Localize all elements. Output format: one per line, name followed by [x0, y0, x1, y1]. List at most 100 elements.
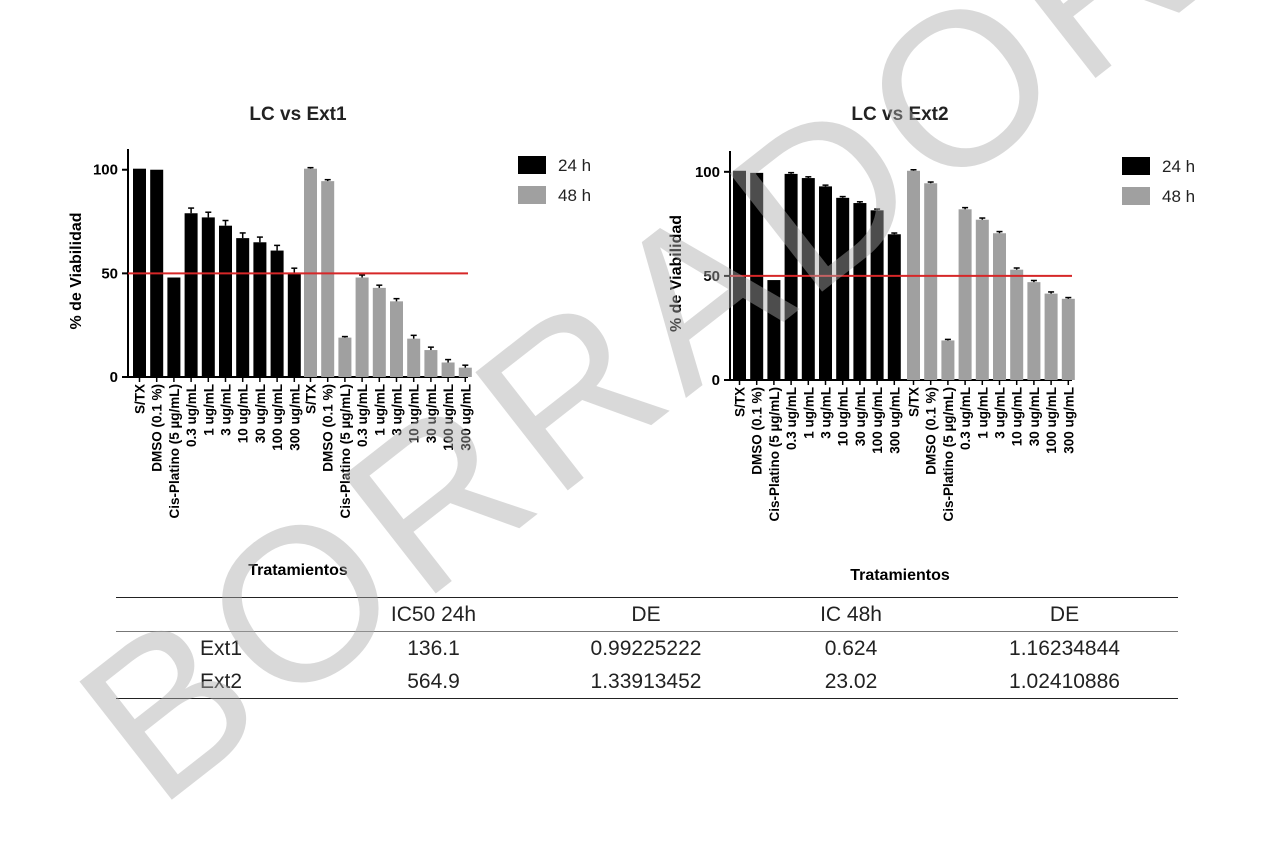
x-tick-label: DMSO (0.1 %) [750, 387, 765, 475]
bar [870, 210, 884, 380]
x-tick-label: 30 ug/mL [424, 384, 439, 443]
x-tick-label: 30 ug/mL [853, 387, 868, 446]
y-tick-label: 0 [712, 372, 720, 389]
bar [287, 273, 301, 377]
y-tick-label: 50 [101, 265, 118, 282]
y-tick-label: 0 [110, 369, 118, 386]
bar [355, 277, 369, 377]
bar [767, 280, 781, 380]
table-header-cell: IC 48h [751, 597, 951, 632]
table-cell: 0.624 [824, 636, 878, 660]
x-tick-label: S/TX [907, 387, 922, 417]
x-tick-label: 0.3 ug/mL [355, 384, 370, 447]
ic50-table: IC50 24h DE IC 48h DE Ext1 136.1 0.99225… [116, 597, 1178, 699]
y-axis-label: % de Viabilidad [68, 212, 85, 329]
chart-title: LC vs Ext2 [851, 104, 948, 125]
table-cell: 1.16234844 [1009, 636, 1120, 660]
bar [390, 301, 403, 377]
bar [253, 242, 267, 377]
table-header-row: IC50 24h DE IC 48h DE [116, 597, 1178, 632]
y-tick-label: 100 [695, 164, 720, 181]
table-row: Ext2 564.9 1.33913452 23.02 1.02410886 [116, 665, 1178, 699]
table-header-cell [116, 597, 326, 632]
bar [201, 217, 215, 377]
bar [819, 186, 832, 380]
table-cell: 136.1 [407, 636, 460, 660]
x-tick-label: 300 ug/mL [1061, 387, 1076, 454]
bar [424, 350, 438, 377]
bar [321, 181, 335, 377]
legend-swatch [518, 156, 546, 174]
table-cell: 0.99225222 [590, 636, 702, 660]
bar [853, 203, 867, 380]
bar [1044, 293, 1058, 380]
legend-label: 24 h [558, 156, 591, 175]
x-tick-label: 0.3 ug/mL [184, 384, 199, 447]
bar [836, 197, 850, 380]
bar [270, 250, 284, 377]
legend-label: 24 h [1162, 157, 1195, 176]
x-tick-label: 10 ug/mL [1010, 387, 1025, 446]
x-tick-label: S/TX [133, 384, 148, 414]
bar [236, 238, 250, 377]
x-tick-label: 10 ug/mL [407, 384, 422, 443]
table-cell: Ext1 [199, 636, 243, 660]
x-tick-label: 100 ug/mL [270, 384, 285, 451]
x-tick-label: 3 ug/mL [819, 387, 834, 439]
x-tick-label: 0.3 ug/mL [958, 387, 973, 450]
x-tick-label: 300 ug/mL [458, 384, 473, 451]
bar [1010, 269, 1024, 380]
x-tick-label: DMSO (0.1 %) [321, 384, 336, 472]
bar [458, 367, 472, 377]
x-tick-label: 30 ug/mL [1027, 387, 1042, 446]
bar [924, 183, 938, 380]
x-tick-label: 1 ug/mL [372, 384, 387, 436]
x-tick-label: 10 ug/mL [236, 384, 251, 443]
chart-title: LC vs Ext1 [249, 104, 347, 125]
x-tick-label: 300 ug/mL [287, 384, 302, 451]
table-cell: Ext2 [199, 669, 243, 693]
table-header-cell: IC50 24h [326, 597, 541, 632]
x-tick-label: 1 ug/mL [201, 384, 216, 436]
table-header-cell: DE [541, 597, 751, 632]
bar [941, 340, 955, 380]
x-axis-label: Tratamientos [850, 567, 950, 584]
x-tick-label: 30 ug/mL [253, 384, 268, 443]
bar [407, 338, 421, 377]
x-tick-label: 0.3 ug/mL [784, 387, 799, 450]
x-tick-label: 300 ug/mL [887, 387, 902, 454]
y-tick-label: 100 [93, 162, 118, 179]
bar [801, 178, 815, 380]
x-tick-label: 100 ug/mL [870, 387, 885, 454]
x-tick-label: 3 ug/mL [993, 387, 1008, 439]
bar [184, 213, 198, 377]
table-header-cell: DE [951, 597, 1178, 632]
table-row: Ext1 136.1 0.99225222 0.624 1.16234844 [116, 632, 1178, 666]
table-cell: 23.02 [824, 669, 878, 693]
bar [338, 337, 352, 377]
x-tick-label: 100 ug/mL [441, 384, 456, 451]
x-tick-label: S/TX [733, 387, 748, 417]
x-tick-label: 100 ug/mL [1044, 387, 1059, 454]
bar [167, 277, 181, 377]
x-tick-label: 3 ug/mL [390, 384, 405, 436]
y-axis-label: % de Viabilidad [668, 215, 685, 332]
x-tick-label: 3 ug/mL [219, 384, 234, 436]
bar [993, 233, 1006, 380]
bar [784, 173, 798, 380]
bar [1061, 298, 1075, 380]
x-tick-label: DMSO (0.1 %) [924, 387, 939, 475]
x-tick-label: S/TX [304, 384, 319, 414]
bar [958, 209, 972, 380]
x-tick-label: DMSO (0.1 %) [150, 384, 165, 472]
legend-swatch [518, 186, 546, 204]
bar [372, 287, 386, 377]
x-tick-label: Cis-Platino (5 µg/mL) [767, 387, 782, 522]
bar [441, 362, 455, 377]
x-tick-label: 10 ug/mL [836, 387, 851, 446]
x-tick-label: 1 ug/mL [801, 387, 816, 439]
table-cell: 564.9 [407, 669, 460, 693]
